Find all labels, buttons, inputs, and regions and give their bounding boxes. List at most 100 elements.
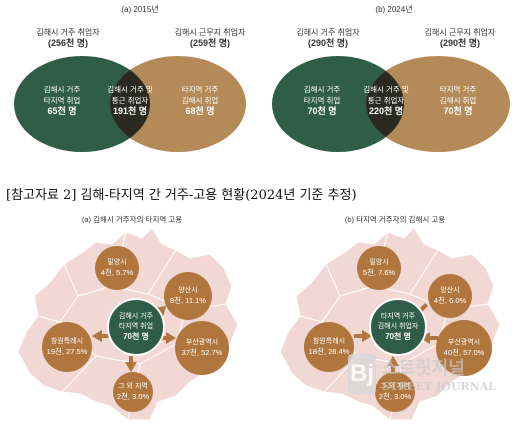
venn-2015-mid-line1: 김해시 거주 및 [107,85,153,94]
map-b-arrow-left [420,332,438,344]
map-b-yangsan-label: 양산시 4천, 6.0% [418,286,482,306]
watermark-korean: 스트릿저널 [382,358,465,378]
venn-2015-title: (a) 2015년 [121,5,159,14]
venn-2015-right-caption: 김해시 근무지 취업자 (259천 명) [155,27,265,49]
map-a-center-line2: 타지역 취업 [118,323,154,330]
map-b-bubble-center [369,298,427,356]
venn-2015-right-label: 타지역 거주 김해시 취업 68천 명 [160,84,240,117]
venn-2015-left-total: (256천 명) [47,38,89,48]
venn-2024-right-label: 타지역 거주 김해시 취업 70천 명 [418,84,498,117]
map-b-center-value: 70천 명 [385,332,411,341]
map-a-busan-label: 부산광역시 37천, 52.7% [168,338,236,358]
venn-2015-left-label: 김해시 거주 타지역 취업 65천 명 [22,84,102,117]
map-a-bubble-busan [175,321,229,375]
venn-2024-left-caption-label: 김해시 거주 취업자 [296,28,360,37]
venn-2024-right-value: 70천 명 [443,106,473,116]
venn-2024-left-value: 70천 명 [307,106,337,116]
venn-2015-left-circle [14,56,150,152]
map-b-arrow-up [387,356,399,372]
map-a-arrow-down [125,356,137,372]
venn-2015-mid-label: 김해시 거주 및 통근 취업자 191천 명 [90,84,170,117]
map-a-bubble-changwon [42,322,92,372]
map-b-bubble-miryang [357,246,401,290]
venn-2015-left-caption: 김해시 거주 취업자 (256천 명) [18,27,118,49]
map-b-busan-name: 부산광역시 [447,339,481,346]
map-a-busan-value: 37천, 52.7% [181,348,223,357]
map-a-miryang-value: 4천, 5.7% [100,268,134,277]
map-b-arrow-right [354,330,372,342]
map-a-changwon-label: 창원특례시 19천, 27.5% [33,337,101,357]
venn-2024-mid-line2: 통근 취업자 [367,96,405,105]
map-a-miryang-label: 밀양시 4천, 5.7% [87,258,147,278]
venn-2024-right-caption-label: 김해시 근무지 취업자 [424,28,496,37]
watermark-logo: Bj [348,354,376,394]
venn-2024-right-total: (290천 명) [439,38,481,48]
map-b-miryang-value: 5천, 7.6% [362,268,396,277]
map-b-bubble-busan [436,320,492,376]
map-b-center-label: 타지역 거주 김해시 취업자 70천 명 [366,312,430,342]
watermark-english: STREET JOURNAL [382,380,496,393]
map-b-busan-label: 부산광역시 40천, 57.0% [430,338,498,358]
map-b-yangsan-name: 양산시 [440,287,460,294]
map-a-yangsan-label: 양산시 8천, 11.1% [156,286,220,306]
venn-2015-right-total: (259천 명) [189,38,231,48]
map-a-center-label: 김해시 거주 타지역 취업 70천 명 [104,312,168,342]
venn-2015-right-caption-label: 김해시 근무지 취업자 [174,28,246,37]
venn-2024-left-label: 김해시 거주 타지역 취업 70천 명 [282,84,362,117]
map-a-bubble-center [107,298,165,356]
map-a-arrow-left [92,330,110,342]
map-b-changwon-value: 18천, 26.4% [308,347,350,356]
venn-2024-right-line1: 타지역 거주 [439,85,477,94]
map-a-bubble-other [113,372,153,412]
map-b-other-label: 그 외 지역 2천, 3.0% [365,382,425,402]
venn-2024-left-total: (290천 명) [307,38,349,48]
map-a-other-label: 그 외 지역 2천, 3.0% [103,382,163,402]
venn-2024-title: (b) 2024년 [375,5,413,14]
venn-2024-diagram [272,56,510,152]
map-a-busan-name: 부산광역시 [185,339,219,346]
venn-2024-left-line1: 김해시 거주 [303,85,341,94]
map-b-title: (b) 타지역 거주자의 김해시 고용 [344,215,446,224]
map-b-changwon-name: 창원특례시 [312,338,346,345]
map-a-yangsan-value: 8천, 11.1% [170,296,206,305]
map-a-yangsan-name: 양산시 [178,287,198,294]
venn-2024-right-circle [366,56,510,152]
venn-2015-right-circle [110,56,246,152]
venn-2015-right-value: 68천 명 [185,106,215,116]
venn-2015-left-caption-label: 김해시 거주 취업자 [36,28,100,37]
map-a-changwon-value: 19천, 27.5% [46,347,88,356]
map-a-bubble-miryang [95,246,139,290]
map-a-center-value: 70천 명 [123,332,149,341]
map-b-miryang-label: 밀양시 5천, 7.6% [349,258,409,278]
venn-2015-left-line1: 김해시 거주 [43,85,81,94]
map-b-busan-value: 40천, 57.0% [443,348,485,357]
map-a-other-value: 2천, 3.0% [116,392,150,401]
venn-2015-diagram [14,56,246,152]
venn-2024-left-line2: 타지역 취업 [303,96,341,105]
map-a-miryang-name: 밀양시 [107,259,127,266]
map-b-graphic [279,227,501,421]
map-b-other-value: 2천, 3.0% [378,392,412,401]
map-b-bubble-changwon [304,322,354,372]
map-a-other-name: 그 외 지역 [118,383,148,390]
map-a-center-line1: 김해시 거주 [118,313,154,320]
venn-2024-left-circle [272,56,404,152]
map-b-center-line1: 타지역 거주 [380,313,416,320]
map-a-title: (a) 김해시 거주자의 타지역 고용 [81,215,183,224]
map-b-bubble-yangsan [428,274,472,318]
venn-2015-right-line2: 김해시 취업 [181,96,219,105]
venn-2024-right-caption: 김해시 근무지 취업자 (290천 명) [405,27,515,49]
map-a-bubble-yangsan [164,272,212,320]
map-b-bubble-other [375,372,415,412]
map-a-graphic [17,227,239,421]
venn-2024-right-line2: 김해시 취업 [439,96,477,105]
map-b-center-line2: 김해시 취업자 [377,323,419,330]
venn-2024-left-caption: 김해시 거주 취업자 (290천 명) [278,27,378,49]
venn-2015-left-line2: 타지역 취업 [43,96,81,105]
venn-2015-mid-value: 191천 명 [112,106,148,116]
venn-2024-mid-value: 220천 명 [368,106,404,116]
section-title: [참고자료 2] 김해-타지역 간 거주-고용 현황(2024년 기준 추정) [6,188,357,203]
map-b-miryang-name: 밀양시 [369,259,389,266]
venn-2024-mid-line1: 김해시 거주 및 [363,85,409,94]
map-b-changwon-label: 창원특례시 18천, 26.4% [295,337,363,357]
